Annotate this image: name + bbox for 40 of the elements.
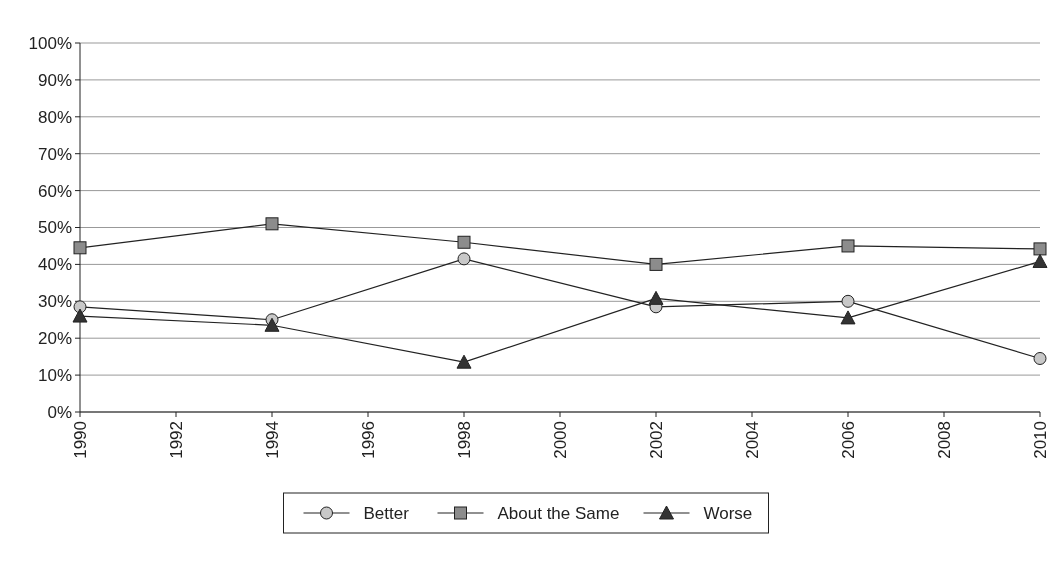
point	[840, 310, 856, 325]
y-tick-label: 10%	[37, 366, 72, 386]
point	[1033, 242, 1047, 256]
point	[72, 308, 88, 323]
y-tick-label: 0%	[47, 402, 72, 422]
x-tick-label: 2002	[646, 421, 666, 459]
y-tick-label: 100%	[28, 33, 72, 53]
y-tick-label: 50%	[37, 218, 72, 238]
point	[1033, 352, 1047, 365]
y-tick-label: 20%	[37, 329, 72, 349]
x-tick-label: 1992	[166, 421, 186, 459]
y-tick-label: 90%	[37, 70, 72, 90]
y-tick-label: 40%	[37, 255, 72, 275]
legend-label: Worse	[703, 503, 753, 523]
x-tick-label: 1996	[358, 421, 378, 459]
x-tick-label: 2010	[1030, 421, 1050, 459]
x-tick-label: 1994	[262, 421, 282, 459]
point	[648, 290, 664, 305]
x-tick-label: 2006	[838, 421, 858, 459]
y-tick-label: 60%	[37, 181, 72, 201]
point	[73, 241, 87, 255]
x-tick-label: 2004	[742, 421, 762, 459]
point	[649, 257, 663, 271]
y-tick-label: 30%	[37, 292, 72, 312]
point	[456, 354, 472, 369]
point	[457, 235, 471, 249]
point	[841, 239, 855, 253]
point	[265, 217, 279, 231]
y-tick-label: 70%	[37, 144, 72, 164]
legend-label: About the Same	[497, 503, 620, 523]
x-tick-label: 1998	[454, 421, 474, 459]
legend-label: Better	[363, 503, 410, 523]
x-tick-label: 2000	[550, 421, 570, 459]
x-tick-label: 1990	[70, 421, 90, 459]
point	[841, 294, 855, 308]
point	[1032, 253, 1048, 268]
point	[457, 252, 471, 266]
x-tick-label: 2008	[934, 421, 954, 459]
point	[264, 317, 280, 332]
y-tick-label: 80%	[37, 107, 72, 127]
